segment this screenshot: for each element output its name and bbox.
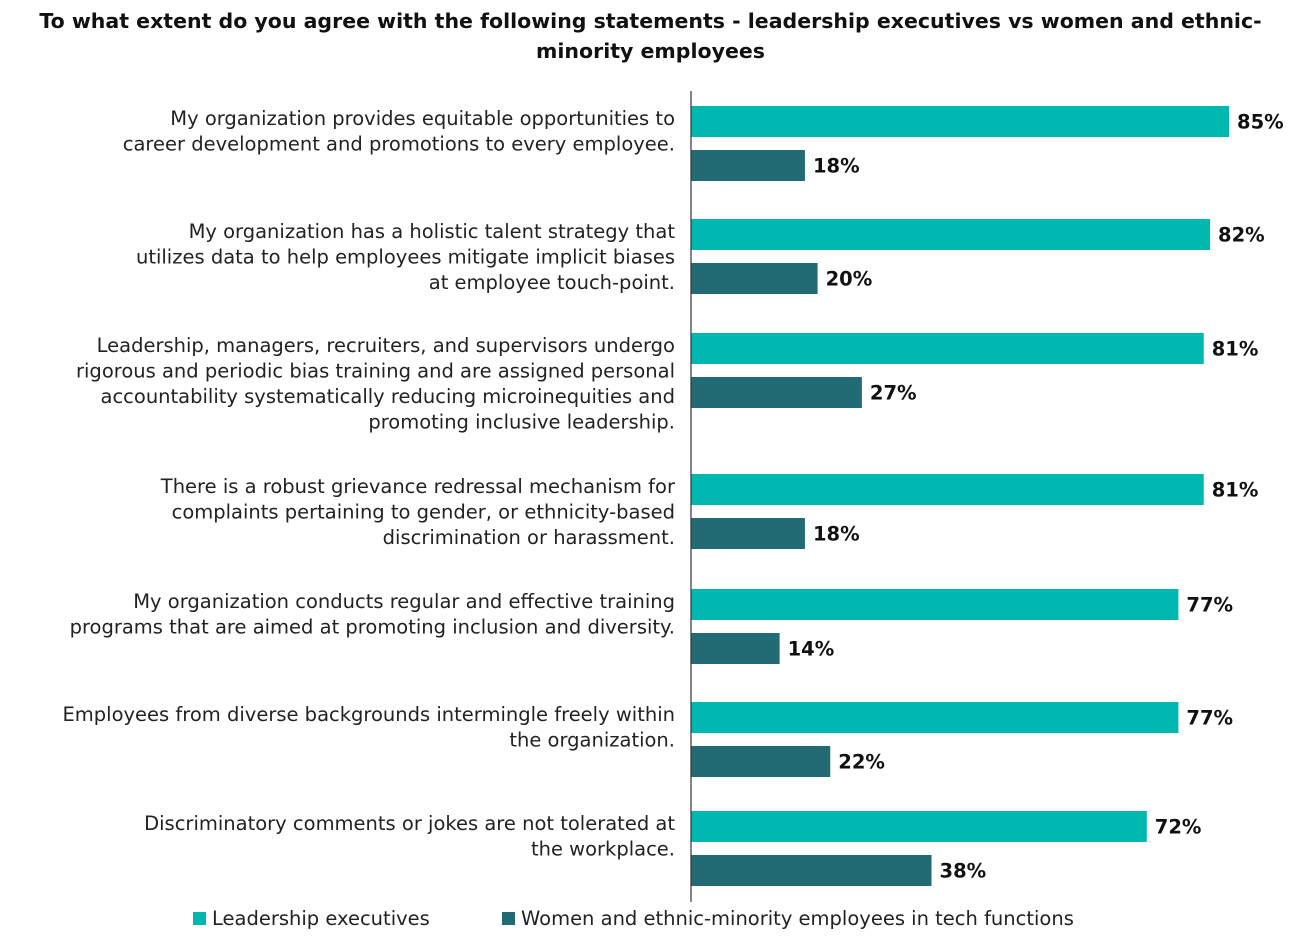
category-label-line: accountability systematically reducing m… xyxy=(101,385,676,408)
value-label-leadership-1: 82% xyxy=(1218,224,1265,247)
category-labels-layer: My organization provides equitable oppor… xyxy=(62,107,676,861)
category-label-line: My organization provides equitable oppor… xyxy=(170,107,675,130)
category-label-2: Leadership, managers, recruiters, and su… xyxy=(76,334,675,434)
value-label-leadership-5: 77% xyxy=(1186,707,1233,730)
category-label-line: There is a robust grievance redressal me… xyxy=(160,475,676,498)
bar-women-minority-0 xyxy=(691,150,805,181)
legend-swatch-leadership xyxy=(193,912,206,925)
bar-women-minority-3 xyxy=(691,518,805,549)
value-label-women-minority-0: 18% xyxy=(813,155,860,178)
category-label-3: There is a robust grievance redressal me… xyxy=(160,475,676,549)
category-label-0: My organization provides equitable oppor… xyxy=(123,107,675,156)
category-label-line: complaints pertaining to gender, or ethn… xyxy=(172,501,675,524)
bar-leadership-5 xyxy=(691,702,1179,733)
bar-leadership-3 xyxy=(691,474,1204,505)
legend-label-leadership: Leadership executives xyxy=(212,907,430,930)
bar-women-minority-5 xyxy=(691,746,831,777)
bar-leadership-1 xyxy=(691,219,1211,250)
category-label-line: Leadership, managers, recruiters, and su… xyxy=(97,334,675,357)
category-label-line: career development and promotions to eve… xyxy=(123,133,675,156)
value-label-leadership-3: 81% xyxy=(1212,479,1259,502)
category-label-line: the organization. xyxy=(509,729,675,752)
category-label-1: My organization has a holistic talent st… xyxy=(136,220,675,294)
category-label-line: My organization conducts regular and eff… xyxy=(133,590,675,613)
value-label-leadership-2: 81% xyxy=(1212,338,1259,361)
value-label-women-minority-2: 27% xyxy=(870,382,917,405)
category-label-line: Discriminatory comments or jokes are not… xyxy=(144,812,675,835)
category-label-line: rigorous and periodic bias training and … xyxy=(76,360,675,383)
category-label-line: the workplace. xyxy=(531,838,675,861)
category-label-4: My organization conducts regular and eff… xyxy=(70,590,675,639)
category-label-line: Employees from diverse backgrounds inter… xyxy=(62,703,675,726)
category-label-line: My organization has a holistic talent st… xyxy=(189,220,676,243)
value-label-women-minority-3: 18% xyxy=(813,523,860,546)
value-label-women-minority-6: 38% xyxy=(940,860,987,883)
category-label-line: programs that are aimed at promoting inc… xyxy=(70,616,675,639)
value-labels-layer: 85% 18% 82% 20% 81% 27% 81% 18% 77% 14% 77% 22% 72% 3… xyxy=(788,111,1284,883)
category-label-line: at employee touch-point. xyxy=(429,271,675,294)
legend-item-women-minority: Women and ethnic-minority employees in t… xyxy=(502,907,1074,930)
bar-leadership-6 xyxy=(691,811,1147,842)
legend-item-leadership: Leadership executives xyxy=(193,907,430,930)
category-label-6: Discriminatory comments or jokes are not… xyxy=(144,812,675,861)
bar-leadership-4 xyxy=(691,589,1179,620)
bar-leadership-2 xyxy=(691,333,1204,364)
bar-women-minority-6 xyxy=(691,855,932,886)
value-label-women-minority-4: 14% xyxy=(788,638,835,661)
bars-layer xyxy=(691,106,1230,886)
legend-swatch-women-minority xyxy=(502,912,515,925)
category-label-line: discrimination or harassment. xyxy=(383,526,675,549)
bar-women-minority-4 xyxy=(691,633,780,664)
bar-leadership-0 xyxy=(691,106,1230,137)
legend: Leadership executives Women and ethnic-m… xyxy=(0,907,1301,937)
legend-label-women-minority: Women and ethnic-minority employees in t… xyxy=(521,907,1074,930)
chart-title: To what extent do you agree with the fol… xyxy=(39,9,1262,63)
category-label-line: promoting inclusive leadership. xyxy=(368,411,675,434)
value-label-leadership-4: 77% xyxy=(1186,594,1233,617)
category-label-line: utilizes data to help employees mitigate… xyxy=(136,246,675,269)
bar-women-minority-1 xyxy=(691,263,818,294)
bar-women-minority-2 xyxy=(691,377,862,408)
value-label-women-minority-5: 22% xyxy=(838,751,885,774)
value-label-leadership-6: 72% xyxy=(1155,816,1202,839)
value-label-women-minority-1: 20% xyxy=(826,268,873,291)
category-label-5: Employees from diverse backgrounds inter… xyxy=(62,703,675,752)
value-label-leadership-0: 85% xyxy=(1237,111,1284,134)
